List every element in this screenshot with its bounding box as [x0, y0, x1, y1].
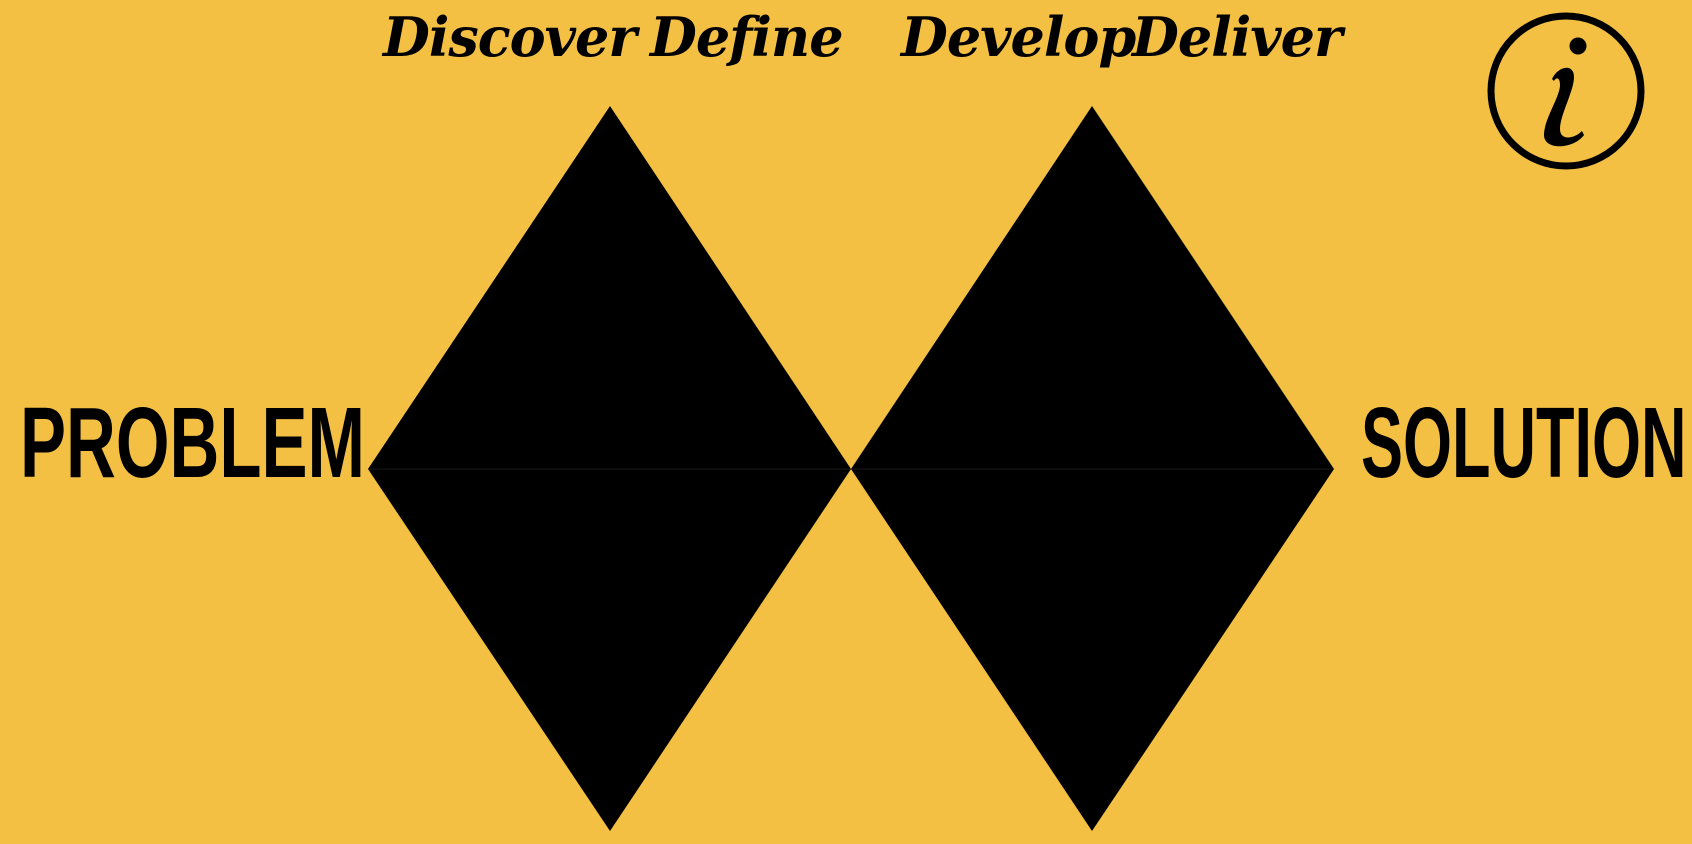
diamond-1-upper-triangle [368, 106, 851, 469]
info-button[interactable] [1486, 11, 1646, 171]
diamond-2-upper-triangle [851, 106, 1334, 469]
problem-label: PROBLEM [20, 387, 365, 499]
diamond-1-lower-triangle [368, 469, 851, 831]
diamond-2-lower-triangle [851, 469, 1334, 831]
phase-label-discover: Discover [383, 5, 637, 69]
phase-label-define: Define [650, 5, 844, 69]
phase-label-develop: Develop [901, 5, 1136, 69]
phase-label-deliver: Deliver [1132, 5, 1342, 69]
solution-label: SOLUTION [1361, 387, 1687, 499]
info-icon [1487, 12, 1645, 170]
